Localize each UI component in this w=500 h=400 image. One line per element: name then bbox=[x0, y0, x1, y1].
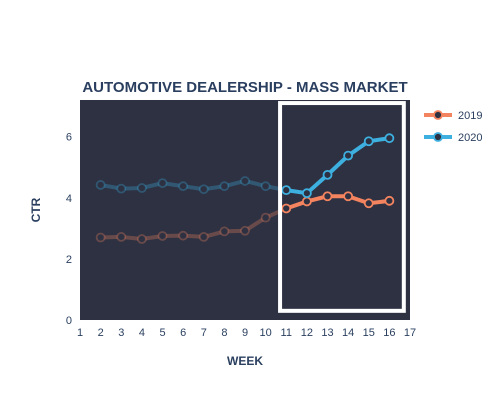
x-tick-label: 8 bbox=[221, 327, 227, 339]
y-tick-label: 6 bbox=[66, 132, 72, 144]
data-point bbox=[240, 176, 250, 186]
legend-item-2019[interactable]: 2019 bbox=[424, 110, 482, 122]
x-tick-label: 15 bbox=[363, 327, 375, 339]
data-point bbox=[198, 231, 209, 242]
legend-swatch-marker bbox=[433, 110, 443, 120]
legend[interactable]: 2019 2020 bbox=[424, 110, 482, 144]
data-point bbox=[260, 181, 271, 192]
data-point bbox=[363, 136, 374, 147]
y-tick-label: 2 bbox=[66, 254, 72, 266]
x-tick-label: 10 bbox=[260, 327, 272, 339]
x-tick-label: 14 bbox=[342, 327, 354, 339]
data-point bbox=[157, 231, 168, 241]
data-point bbox=[116, 183, 127, 194]
data-point bbox=[240, 225, 250, 236]
x-tick-label: 7 bbox=[201, 327, 207, 339]
highlight-box bbox=[278, 101, 406, 313]
data-point bbox=[198, 184, 209, 195]
y-tick-label: 4 bbox=[66, 193, 72, 205]
data-point bbox=[322, 191, 333, 202]
data-point bbox=[281, 185, 292, 196]
x-tick-label: 3 bbox=[118, 327, 124, 339]
legend-label: 2020 bbox=[458, 132, 482, 144]
data-point bbox=[219, 181, 230, 192]
legend-label: 2019 bbox=[458, 110, 482, 122]
data-point bbox=[384, 195, 395, 206]
x-tick-label: 5 bbox=[159, 327, 165, 339]
y-tick-label: 0 bbox=[66, 315, 72, 327]
data-point bbox=[178, 181, 189, 192]
data-point bbox=[301, 196, 312, 207]
series-layer bbox=[95, 133, 395, 244]
data-point bbox=[343, 150, 354, 161]
data-point bbox=[219, 226, 230, 237]
x-tick-label: 6 bbox=[180, 327, 186, 339]
legend-swatch-marker bbox=[433, 132, 443, 142]
data-point bbox=[136, 234, 147, 244]
legend-item-2020[interactable]: 2020 bbox=[424, 132, 482, 144]
x-tick-label: 9 bbox=[242, 327, 248, 339]
data-point bbox=[116, 231, 127, 242]
data-point bbox=[95, 180, 106, 190]
data-point bbox=[281, 203, 292, 214]
y-axis-title: CTR bbox=[29, 197, 43, 222]
series-line-dim bbox=[100, 206, 288, 242]
data-point bbox=[363, 198, 374, 209]
data-point bbox=[136, 183, 147, 193]
series-line-dim bbox=[100, 178, 287, 193]
plot-area bbox=[80, 100, 410, 320]
x-tick-label: 17 bbox=[404, 327, 416, 339]
data-point bbox=[322, 169, 333, 180]
series-2020 bbox=[95, 133, 395, 199]
x-tick-label: 4 bbox=[139, 327, 145, 339]
x-tick-label: 11 bbox=[281, 327, 292, 339]
data-point bbox=[157, 178, 168, 189]
data-point bbox=[178, 230, 189, 241]
series-2019 bbox=[95, 191, 395, 244]
x-tick-labels: 1 2 3 4 5 6 7 8 9 10 11 12 13 14 15 16 17 bbox=[77, 327, 416, 339]
x-tick-label: 2 bbox=[98, 327, 104, 339]
x-axis-title: WEEK bbox=[227, 354, 263, 368]
x-tick-label: 16 bbox=[383, 327, 395, 339]
chart-title: AUTOMOTIVE DEALERSHIP - MASS MARKET bbox=[82, 79, 407, 96]
x-tick-label: 13 bbox=[321, 327, 333, 339]
data-point bbox=[301, 188, 312, 199]
x-tick-label: 1 bbox=[77, 327, 83, 339]
data-point bbox=[384, 133, 395, 144]
x-tick-label: 12 bbox=[301, 327, 313, 339]
y-tick-labels: 0 2 4 6 bbox=[66, 132, 72, 327]
data-point bbox=[95, 232, 106, 243]
data-point bbox=[260, 212, 271, 223]
data-point bbox=[343, 191, 354, 202]
